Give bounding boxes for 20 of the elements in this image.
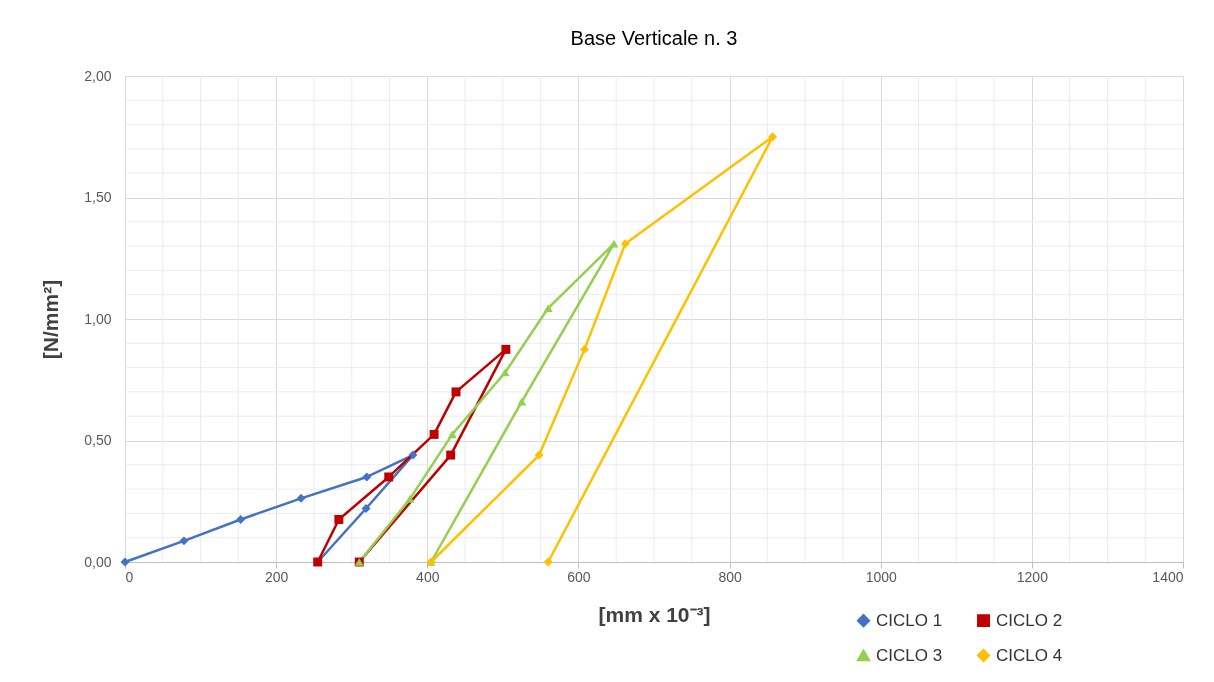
legend-label: CICLO 1: [876, 610, 943, 630]
x-axis-title: [mm x 10⁻³]: [598, 602, 711, 626]
y-tick-label: 1,00: [84, 310, 112, 327]
y-tick-label: 1,50: [84, 189, 112, 205]
x-tick-label: 0: [125, 568, 134, 585]
x-tick-label: 1400: [1152, 568, 1184, 585]
legend-label: CICLO 2: [996, 610, 1063, 630]
chart-title: Base Verticale n. 3: [570, 27, 738, 49]
legend-label: CICLO 3: [876, 645, 943, 665]
x-tick-label: 400: [416, 568, 440, 585]
x-tick-label: 800: [718, 568, 742, 585]
x-tick-label: 200: [264, 568, 289, 585]
legend-label: CICLO 4: [996, 645, 1063, 665]
y-axis-title: [N/mm²]: [39, 279, 63, 360]
x-tick-label: 1000: [865, 568, 897, 585]
x-tick-label: 1200: [1016, 568, 1049, 585]
y-tick-label: 2,00: [84, 67, 112, 84]
y-tick-label: 0,00: [84, 553, 112, 570]
x-tick-label: 600: [567, 568, 591, 585]
y-tick-label: 0,50: [84, 432, 112, 448]
